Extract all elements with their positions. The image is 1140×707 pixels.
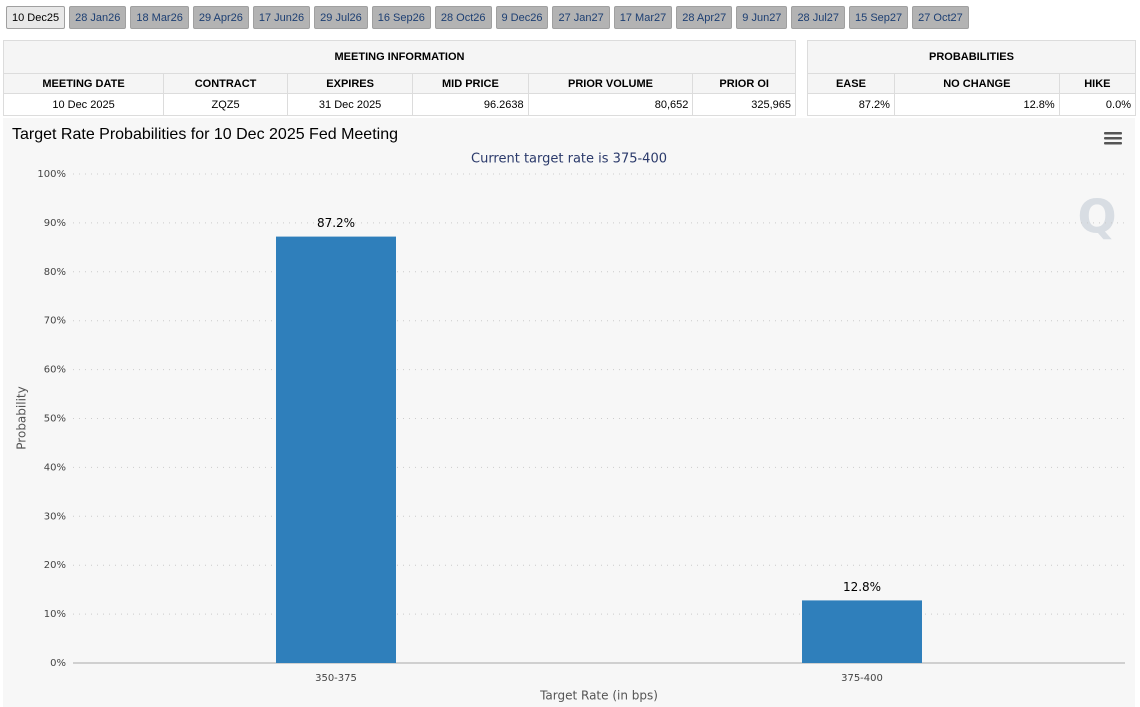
y-tick-label: 60% bbox=[44, 365, 66, 376]
y-tick-label: 50% bbox=[44, 414, 66, 425]
column-header: EXPIRES bbox=[287, 73, 414, 94]
data-row: 87.2% 12.8% 0.0% bbox=[807, 93, 1137, 116]
bar bbox=[276, 236, 396, 663]
x-tick-label: 375-400 bbox=[841, 673, 883, 684]
y-axis-label: Probability bbox=[15, 386, 29, 449]
tab[interactable]: 17 Mar27 bbox=[613, 6, 673, 29]
x-tick-label: 350-375 bbox=[315, 673, 357, 684]
header-row: MEETING DATE CONTRACT EXPIRES MID PRICE PRIO… bbox=[2, 73, 796, 94]
tab[interactable]: 27 Oct27 bbox=[912, 6, 969, 29]
tab[interactable]: 15 Sep27 bbox=[849, 6, 909, 29]
tab[interactable]: 16 Sep26 bbox=[371, 6, 431, 29]
cell: 96.2638 bbox=[412, 93, 529, 116]
tab-bar: 10 Dec25 28 Jan26 18 Mar26 29 Apr26 17 Jun26… bbox=[6, 6, 969, 29]
tab[interactable]: 18 Mar26 bbox=[130, 6, 189, 29]
y-tick-label: 0% bbox=[50, 658, 66, 669]
data-label: 12.8% bbox=[843, 580, 881, 594]
tab[interactable]: 28 Jan26 bbox=[69, 6, 127, 29]
tab[interactable]: 27 Jan27 bbox=[552, 6, 610, 29]
cell: 12.8% bbox=[893, 93, 1060, 116]
cell: 325,965 bbox=[692, 93, 796, 116]
tab[interactable]: 17 Jun26 bbox=[252, 6, 311, 29]
column-header: CONTRACT bbox=[163, 73, 289, 94]
cell: 80,652 bbox=[527, 93, 694, 116]
probabilities-table: PROBABILITIES EASE NO CHANGE HIKE 87.2% 12.8%… bbox=[807, 40, 1137, 116]
meeting-table: MEETING INFORMATION MEETING DATE CONTRACT E… bbox=[2, 40, 796, 116]
tab[interactable]: 28 Oct26 bbox=[434, 6, 492, 29]
y-tick-label: 20% bbox=[44, 560, 66, 571]
table-title: MEETING INFORMATION bbox=[3, 40, 796, 74]
chart: Q Target Rate Probabilities for 10 Dec 2… bbox=[12, 126, 1125, 703]
y-tick-label: 10% bbox=[44, 609, 66, 620]
tab[interactable]: 29 Apr26 bbox=[192, 6, 249, 29]
tab[interactable]: 28 Jul27 bbox=[791, 6, 846, 29]
tab[interactable]: 10 Dec25 bbox=[6, 6, 66, 29]
column-header: HIKE bbox=[1058, 73, 1137, 94]
tab[interactable]: 28 Apr27 bbox=[676, 6, 733, 29]
cell: 87.2% bbox=[807, 93, 895, 116]
chart-title: Target Rate Probabilities for 10 Dec 202… bbox=[12, 126, 398, 143]
y-tick-label: 40% bbox=[44, 462, 66, 473]
data-label: 87.2% bbox=[317, 216, 355, 230]
cell: ZQZ5 bbox=[163, 93, 289, 116]
cell: 31 Dec 2025 bbox=[287, 93, 414, 116]
chart-area bbox=[3, 118, 1135, 707]
column-header: MEETING DATE bbox=[2, 73, 165, 94]
column-header: PRIOR OI bbox=[692, 73, 796, 94]
tab[interactable]: 9 Jun27 bbox=[736, 6, 788, 29]
header-row: EASE NO CHANGE HIKE bbox=[807, 73, 1137, 94]
y-tick-label: 80% bbox=[44, 267, 66, 278]
tab[interactable]: 29 Jul26 bbox=[314, 6, 368, 29]
cell: 10 Dec 2025 bbox=[2, 93, 165, 116]
title-row: MEETING INFORMATION bbox=[3, 40, 796, 74]
column-header: NO CHANGE bbox=[893, 73, 1060, 94]
table-title: PROBABILITIES bbox=[807, 40, 1136, 74]
y-tick-label: 100% bbox=[37, 169, 66, 180]
y-tick-label: 30% bbox=[44, 511, 66, 522]
column-header: PRIOR VOLUME bbox=[527, 73, 694, 94]
logo: Q bbox=[1077, 190, 1116, 244]
chart-subtitle: Current target rate is 375-400 bbox=[471, 152, 667, 167]
y-tick-label: 70% bbox=[44, 316, 66, 327]
menu-icon[interactable] bbox=[1104, 132, 1122, 145]
column-header: EASE bbox=[807, 73, 895, 94]
column-header: MID PRICE bbox=[412, 73, 529, 94]
title-row: PROBABILITIES bbox=[807, 40, 1136, 74]
cell: 0.0% bbox=[1058, 93, 1137, 116]
y-tick-label: 90% bbox=[44, 218, 66, 229]
data-row: 10 Dec 2025 ZQZ5 31 Dec 2025 96.2638 80,652 3… bbox=[2, 93, 796, 116]
bar bbox=[802, 600, 922, 663]
x-axis-label: Target Rate (in bps) bbox=[539, 689, 658, 703]
tab[interactable]: 9 Dec26 bbox=[495, 6, 549, 29]
